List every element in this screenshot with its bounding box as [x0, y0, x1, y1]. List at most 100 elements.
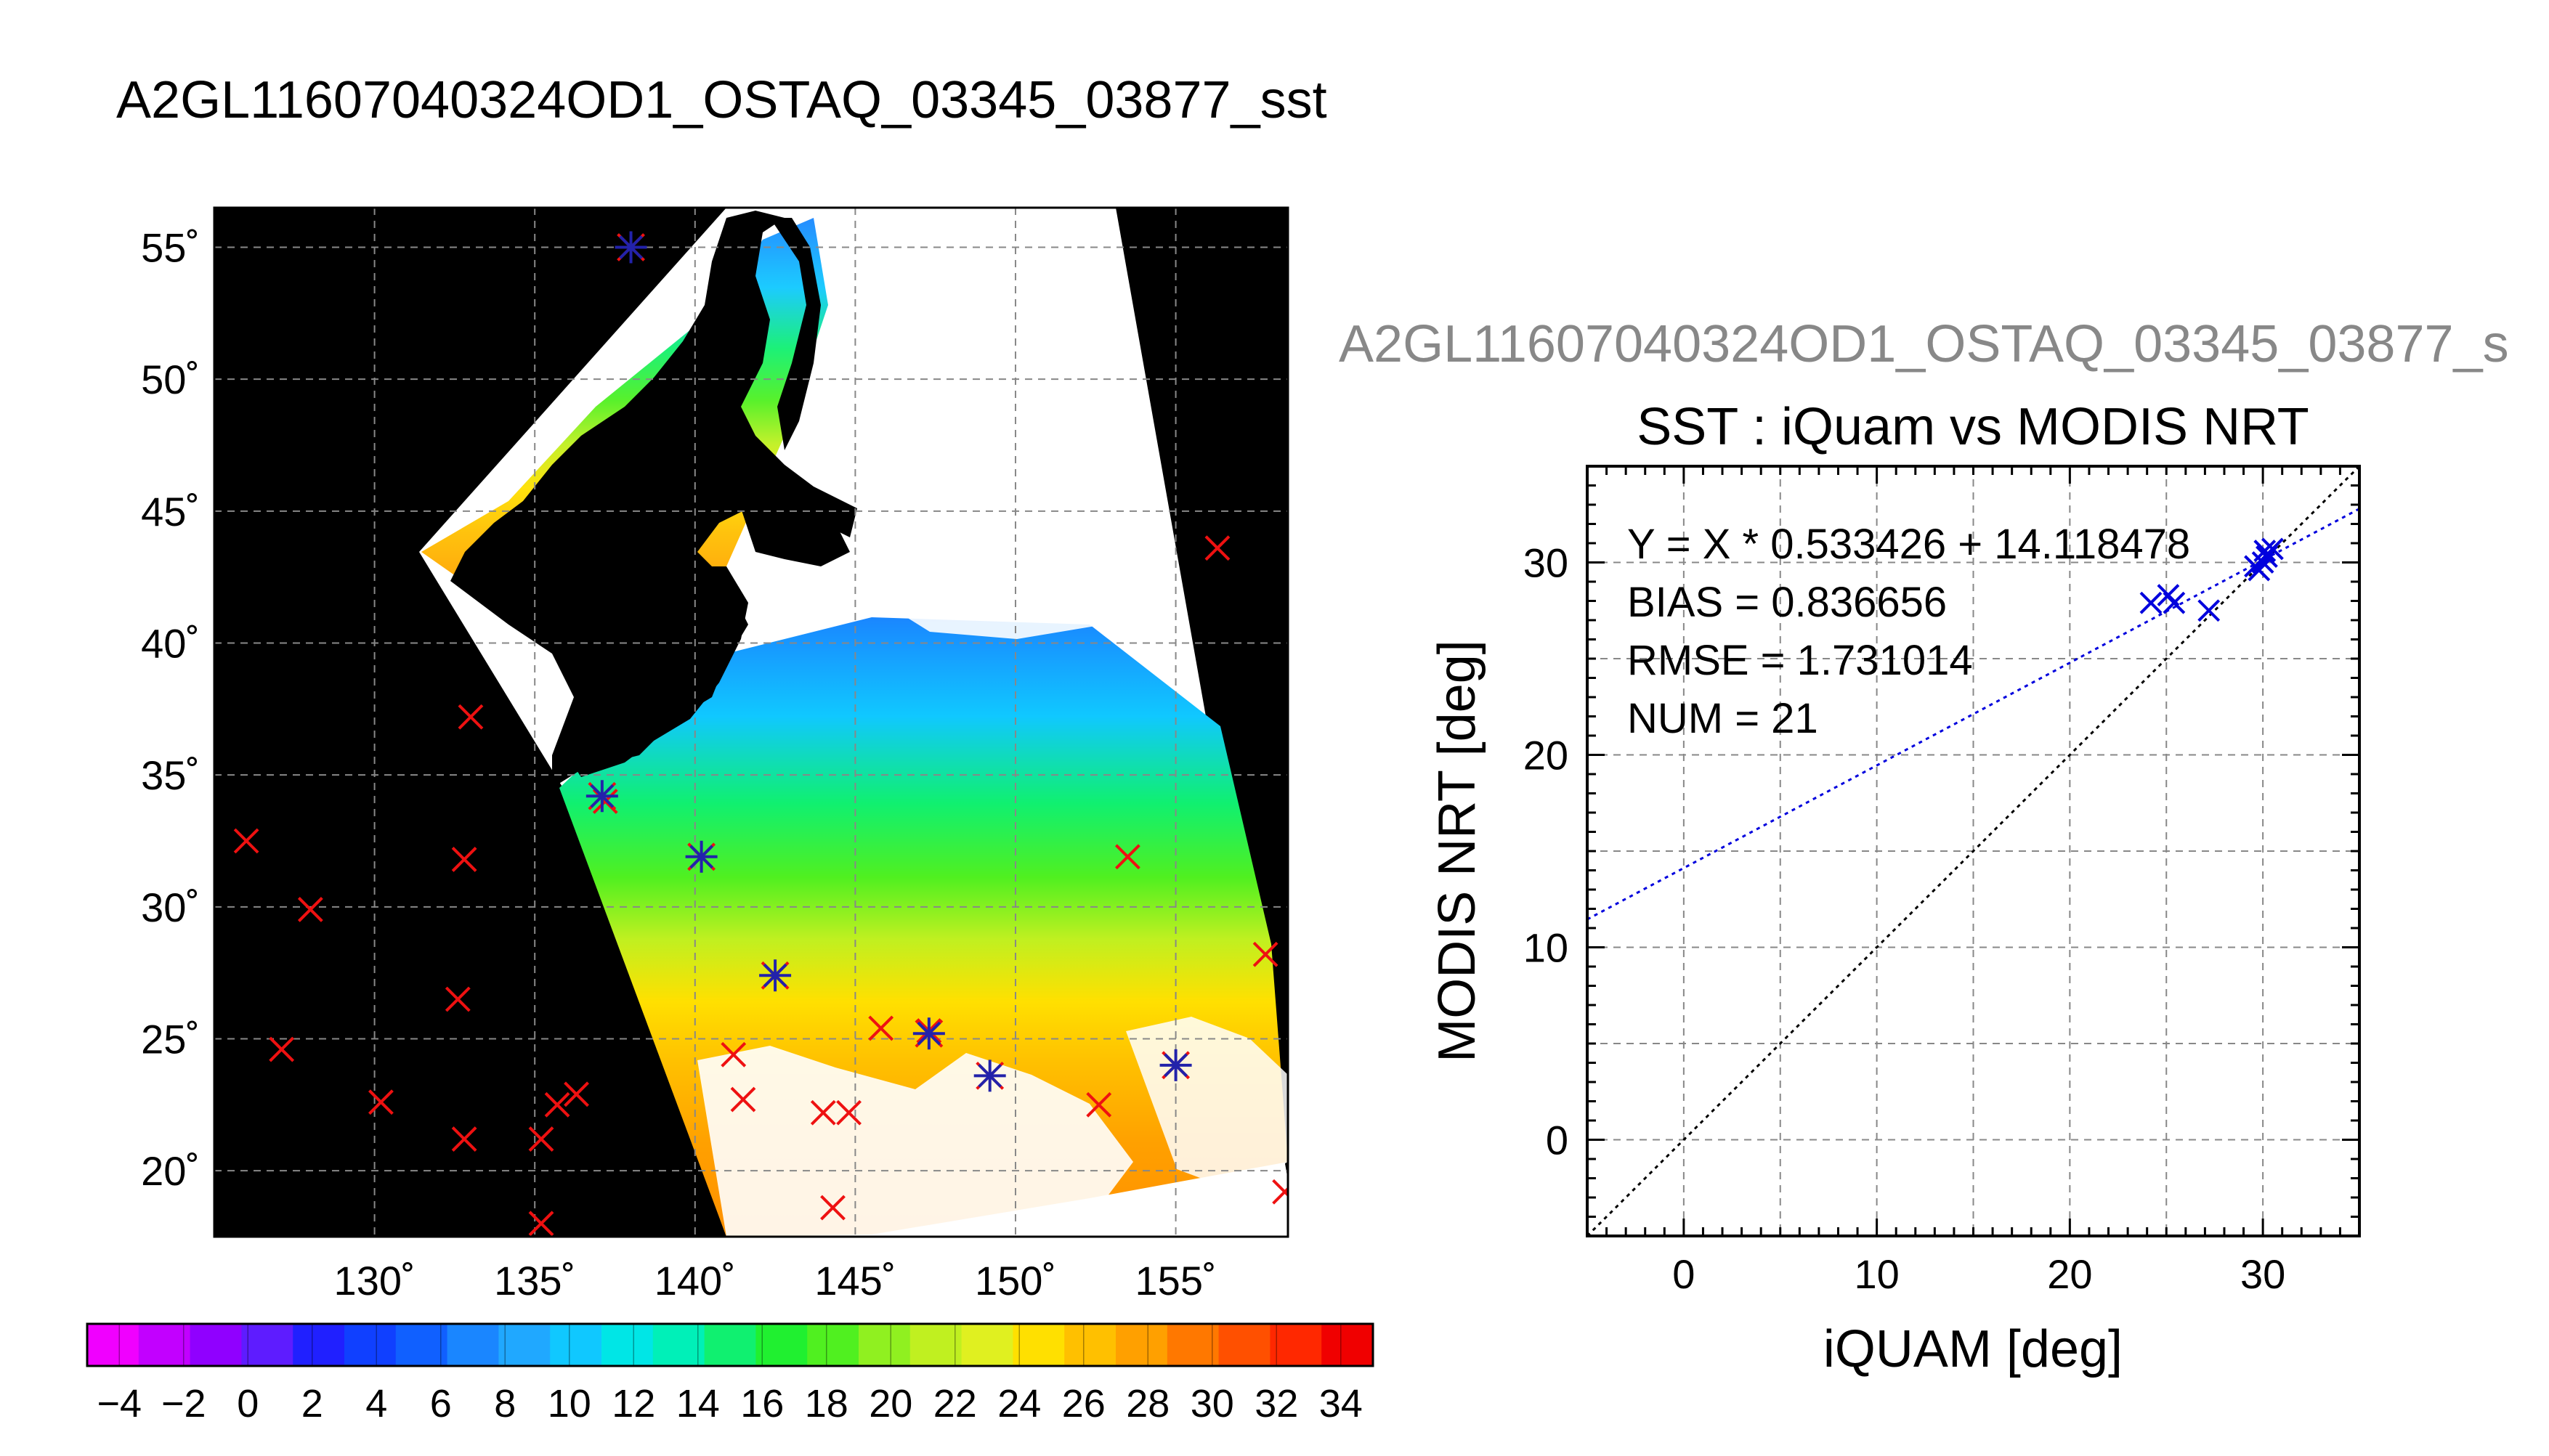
- cloud-patch-north: [872, 537, 1148, 639]
- matched-point-star: [590, 784, 615, 808]
- scatter-x-tick-label: 0: [1672, 1251, 1695, 1297]
- insitu-point: [820, 1195, 846, 1221]
- insitu-point-stroke: [544, 1091, 570, 1118]
- colorbar-cell: [447, 1324, 500, 1366]
- colorbar-tick-label: 18: [805, 1382, 848, 1426]
- scatter-point-stroke: [2163, 591, 2186, 614]
- matched-point-star: [917, 1021, 941, 1046]
- colorbar-tick-label: 14: [676, 1382, 720, 1426]
- matched-point-star: [763, 963, 787, 988]
- scatter-point: [2139, 591, 2163, 614]
- scatter-point: [2256, 545, 2278, 568]
- matched-point: [685, 840, 718, 873]
- insitu-point-stroke: [1114, 844, 1140, 870]
- insitu-point-stroke: [368, 1089, 394, 1115]
- colorbar-cell: [498, 1324, 551, 1366]
- scatter-annotations: Y = X * 0.533426 + 14.118478 BIAS = 0.836…: [1627, 521, 2190, 742]
- colorbar-cell: [190, 1324, 243, 1366]
- colorbar-cell: [859, 1324, 911, 1366]
- scatter-point-stroke: [2256, 545, 2278, 568]
- colorbar-cell: [241, 1324, 294, 1366]
- insitu-point: [451, 1126, 477, 1152]
- scatter-annotation: BIAS = 0.836656: [1627, 579, 1947, 626]
- insitu-point-stroke: [868, 1015, 894, 1041]
- colorbar-cell: [550, 1324, 602, 1366]
- insitu-point: [721, 1041, 747, 1067]
- land-honshu: [567, 566, 748, 777]
- colorbar-cell: [395, 1324, 448, 1366]
- insitu-point: [528, 1126, 554, 1152]
- map-lat-tick-label: 55˚: [141, 225, 200, 271]
- cloud-patch-east: [1126, 1017, 1288, 1191]
- colorbar-cell: [1270, 1324, 1323, 1366]
- matched-point: [615, 231, 647, 264]
- colorbar-frame: [86, 1322, 1374, 1367]
- colorbar-tick-label: 28: [1126, 1382, 1170, 1426]
- regression-fit-line: [1587, 508, 2359, 921]
- colorbar-tick-label: 8: [494, 1382, 516, 1426]
- colorbar-cell: [138, 1324, 191, 1366]
- insitu-point-stroke: [451, 847, 477, 872]
- scatter-point-stroke: [2139, 591, 2163, 614]
- insitu-point: [1204, 535, 1231, 561]
- matched-point: [1159, 1049, 1192, 1081]
- land-japan: [450, 211, 857, 788]
- insitu-point-stroke: [458, 704, 484, 730]
- colorbar-tick-label: 34: [1319, 1382, 1363, 1426]
- insitu-point-stroke: [820, 1195, 846, 1221]
- insitu-point-stroke: [721, 1041, 747, 1067]
- colorbar-tick-label: 16: [740, 1382, 784, 1426]
- scatter-y-tick-label: 20: [1523, 733, 1568, 778]
- scatter-point: [2253, 540, 2277, 563]
- matched-point-star: [619, 235, 643, 259]
- map-lat-tick-label: 30˚: [141, 884, 200, 930]
- colorbar: −4 −2 0 2 4 6 8 10 12 14 16 18 20 22 24 26 28 30 32 34: [86, 1322, 1374, 1426]
- map-lon-tick-label: 155˚: [1135, 1258, 1217, 1304]
- insitu-point-stroke: [233, 828, 259, 854]
- map-lat-labels: 20˚ 25˚ 30˚ 35˚ 40˚ 45˚ 50˚ 55˚: [141, 225, 200, 1195]
- insitu-point-stroke: [1086, 1091, 1112, 1118]
- insitu-point: [269, 1036, 295, 1062]
- insitu-point: [528, 1211, 554, 1237]
- insitu-point: [1252, 941, 1278, 967]
- map-lon-labels: 130˚ 135˚ 140˚ 145˚ 150˚ 155˚: [334, 1258, 1217, 1304]
- land-sakhalin: [770, 218, 821, 450]
- scatter-minor-ticks: [1586, 465, 2361, 1237]
- colorbar-tick-label: 24: [997, 1382, 1041, 1426]
- map-lat-tick-label: 40˚: [141, 621, 200, 667]
- insitu-point-stroke: [297, 897, 323, 922]
- matched-point: [973, 1060, 1006, 1092]
- colorbar-cell: [704, 1324, 757, 1366]
- scatter-annotation: Y = X * 0.533426 + 14.118478: [1627, 521, 2190, 568]
- map-lat-tick-label: 50˚: [141, 357, 200, 402]
- colorbar-cell: [293, 1324, 345, 1366]
- map-lat-tick-label: 25˚: [141, 1017, 200, 1062]
- scatter-point: [2163, 591, 2186, 614]
- insitu-point-stroke: [1272, 1186, 1288, 1205]
- matched-point-star: [1164, 1053, 1188, 1078]
- colorbar-cell: [909, 1324, 963, 1366]
- matched-point: [912, 1017, 945, 1050]
- colorbar-cell: [961, 1324, 1014, 1366]
- colorbar-cell: [1116, 1324, 1168, 1366]
- map-points: [233, 231, 1288, 1237]
- insitu-point-stroke: [528, 1126, 554, 1152]
- colorbar-tick-label: 26: [1062, 1382, 1106, 1426]
- map-frame: [213, 206, 1289, 1238]
- scatter-point-stroke: [2253, 540, 2277, 563]
- colorbar-tick-label: 2: [301, 1382, 323, 1426]
- insitu-point-stroke: [528, 1211, 554, 1237]
- colorbar-tick-label: 12: [612, 1382, 655, 1426]
- scatter-y-tick-labels: 0 10 20 30: [1523, 540, 1568, 1163]
- insitu-point: [544, 1091, 570, 1118]
- map-lon-tick-label: 130˚: [334, 1258, 416, 1304]
- colorbar-cell: [1013, 1324, 1066, 1366]
- colorbar-cell: [1064, 1324, 1117, 1366]
- map-lon-tick-label: 140˚: [655, 1258, 736, 1304]
- colorbar-labels: −4 −2 0 2 4 6 8 10 12 14 16 18 20 22 24 26 28 30 32 34: [97, 1324, 1363, 1426]
- colorbar-cells: [87, 1324, 1374, 1366]
- cloud-patch: [697, 1046, 1133, 1237]
- scatter-y-tick-label: 30: [1523, 540, 1568, 586]
- insitu-point: [836, 1099, 862, 1126]
